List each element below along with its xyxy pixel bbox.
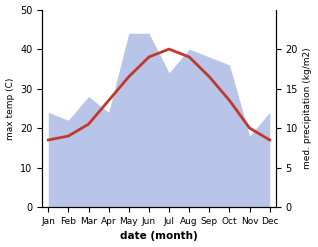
Y-axis label: max temp (C): max temp (C)	[5, 77, 15, 140]
X-axis label: date (month): date (month)	[120, 231, 198, 242]
Y-axis label: med. precipitation (kg/m2): med. precipitation (kg/m2)	[303, 48, 313, 169]
